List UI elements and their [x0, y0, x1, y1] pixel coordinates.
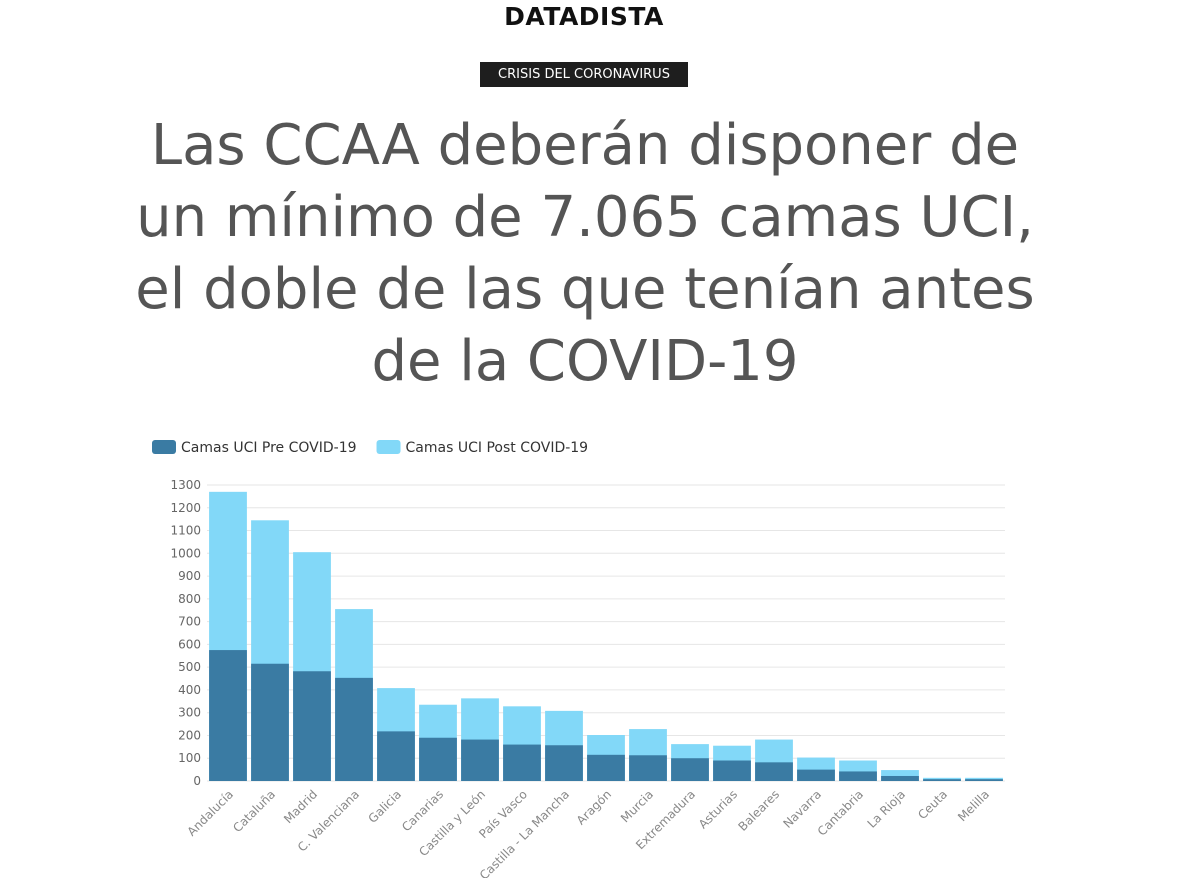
x-tick-label: Asturias [696, 787, 740, 831]
x-tick-label: Navarra [780, 787, 824, 831]
bar [839, 771, 877, 781]
y-tick-label: 1000 [170, 546, 201, 560]
x-tick-label: Murcia [618, 787, 656, 825]
bar [797, 769, 835, 781]
legend-label: Camas UCI Pre COVID-19 [181, 440, 357, 456]
y-tick-label: 700 [178, 615, 201, 629]
y-tick-label: 200 [178, 728, 201, 742]
bar [209, 650, 247, 781]
bar [419, 737, 457, 781]
bar [377, 731, 415, 781]
chart-title: Las CCAA deberán disponer de un mínimo d… [135, 113, 1035, 394]
x-tick-label: Cantabria [815, 787, 866, 838]
x-tick-label: La Rioja [865, 787, 909, 831]
bar [293, 671, 331, 781]
bar [335, 677, 373, 781]
bar [251, 663, 289, 781]
bar [545, 745, 583, 781]
bar [461, 739, 499, 781]
y-tick-label: 1300 [170, 478, 201, 492]
legend-swatch [152, 440, 176, 454]
bar [923, 779, 961, 781]
y-tick-label: 900 [178, 569, 201, 583]
y-tick-label: 1100 [170, 524, 201, 538]
legend-label: Camas UCI Post COVID-19 [406, 440, 589, 456]
y-tick-label: 600 [178, 637, 201, 651]
x-tick-label: Ceuta [915, 787, 950, 822]
y-tick-label: 100 [178, 751, 201, 765]
bar [881, 775, 919, 781]
y-tick-label: 300 [178, 706, 201, 720]
bar [881, 770, 919, 781]
x-tick-label: Galicia [366, 787, 405, 826]
bar [671, 758, 709, 781]
bar [629, 755, 667, 781]
site-name[interactable]: DATADISTA [504, 2, 664, 31]
y-tick-label: 1200 [170, 501, 201, 515]
y-tick-label: 0 [193, 774, 201, 788]
category-tag[interactable]: CRISIS DEL CORONAVIRUS [480, 62, 688, 87]
x-tick-label: Melilla [955, 787, 992, 824]
bar [755, 762, 793, 781]
x-tick-label: Andalucía [184, 787, 236, 839]
bar [587, 754, 625, 781]
bar [503, 744, 541, 781]
x-tick-label: Cataluña [230, 787, 278, 835]
bar [965, 779, 1003, 781]
x-tick-label: Baleares [735, 787, 782, 834]
y-tick-label: 800 [178, 592, 201, 606]
legend-swatch [376, 440, 401, 454]
y-tick-label: 500 [178, 660, 201, 674]
y-tick-label: 400 [178, 683, 201, 697]
x-tick-label: Madrid [281, 787, 320, 826]
bar [713, 760, 751, 781]
x-tick-label: Aragón [574, 787, 614, 827]
